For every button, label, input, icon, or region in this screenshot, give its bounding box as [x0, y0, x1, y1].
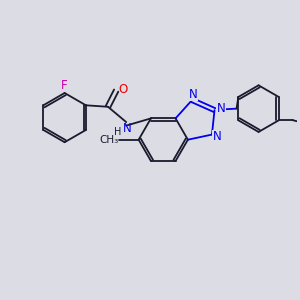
Text: H: H [114, 127, 122, 136]
Text: N: N [217, 102, 225, 115]
Text: CH₃: CH₃ [99, 135, 119, 145]
Text: N: N [213, 130, 222, 143]
Text: F: F [61, 79, 68, 92]
Text: N: N [189, 88, 198, 101]
Text: O: O [118, 82, 127, 96]
Text: N: N [122, 122, 131, 135]
